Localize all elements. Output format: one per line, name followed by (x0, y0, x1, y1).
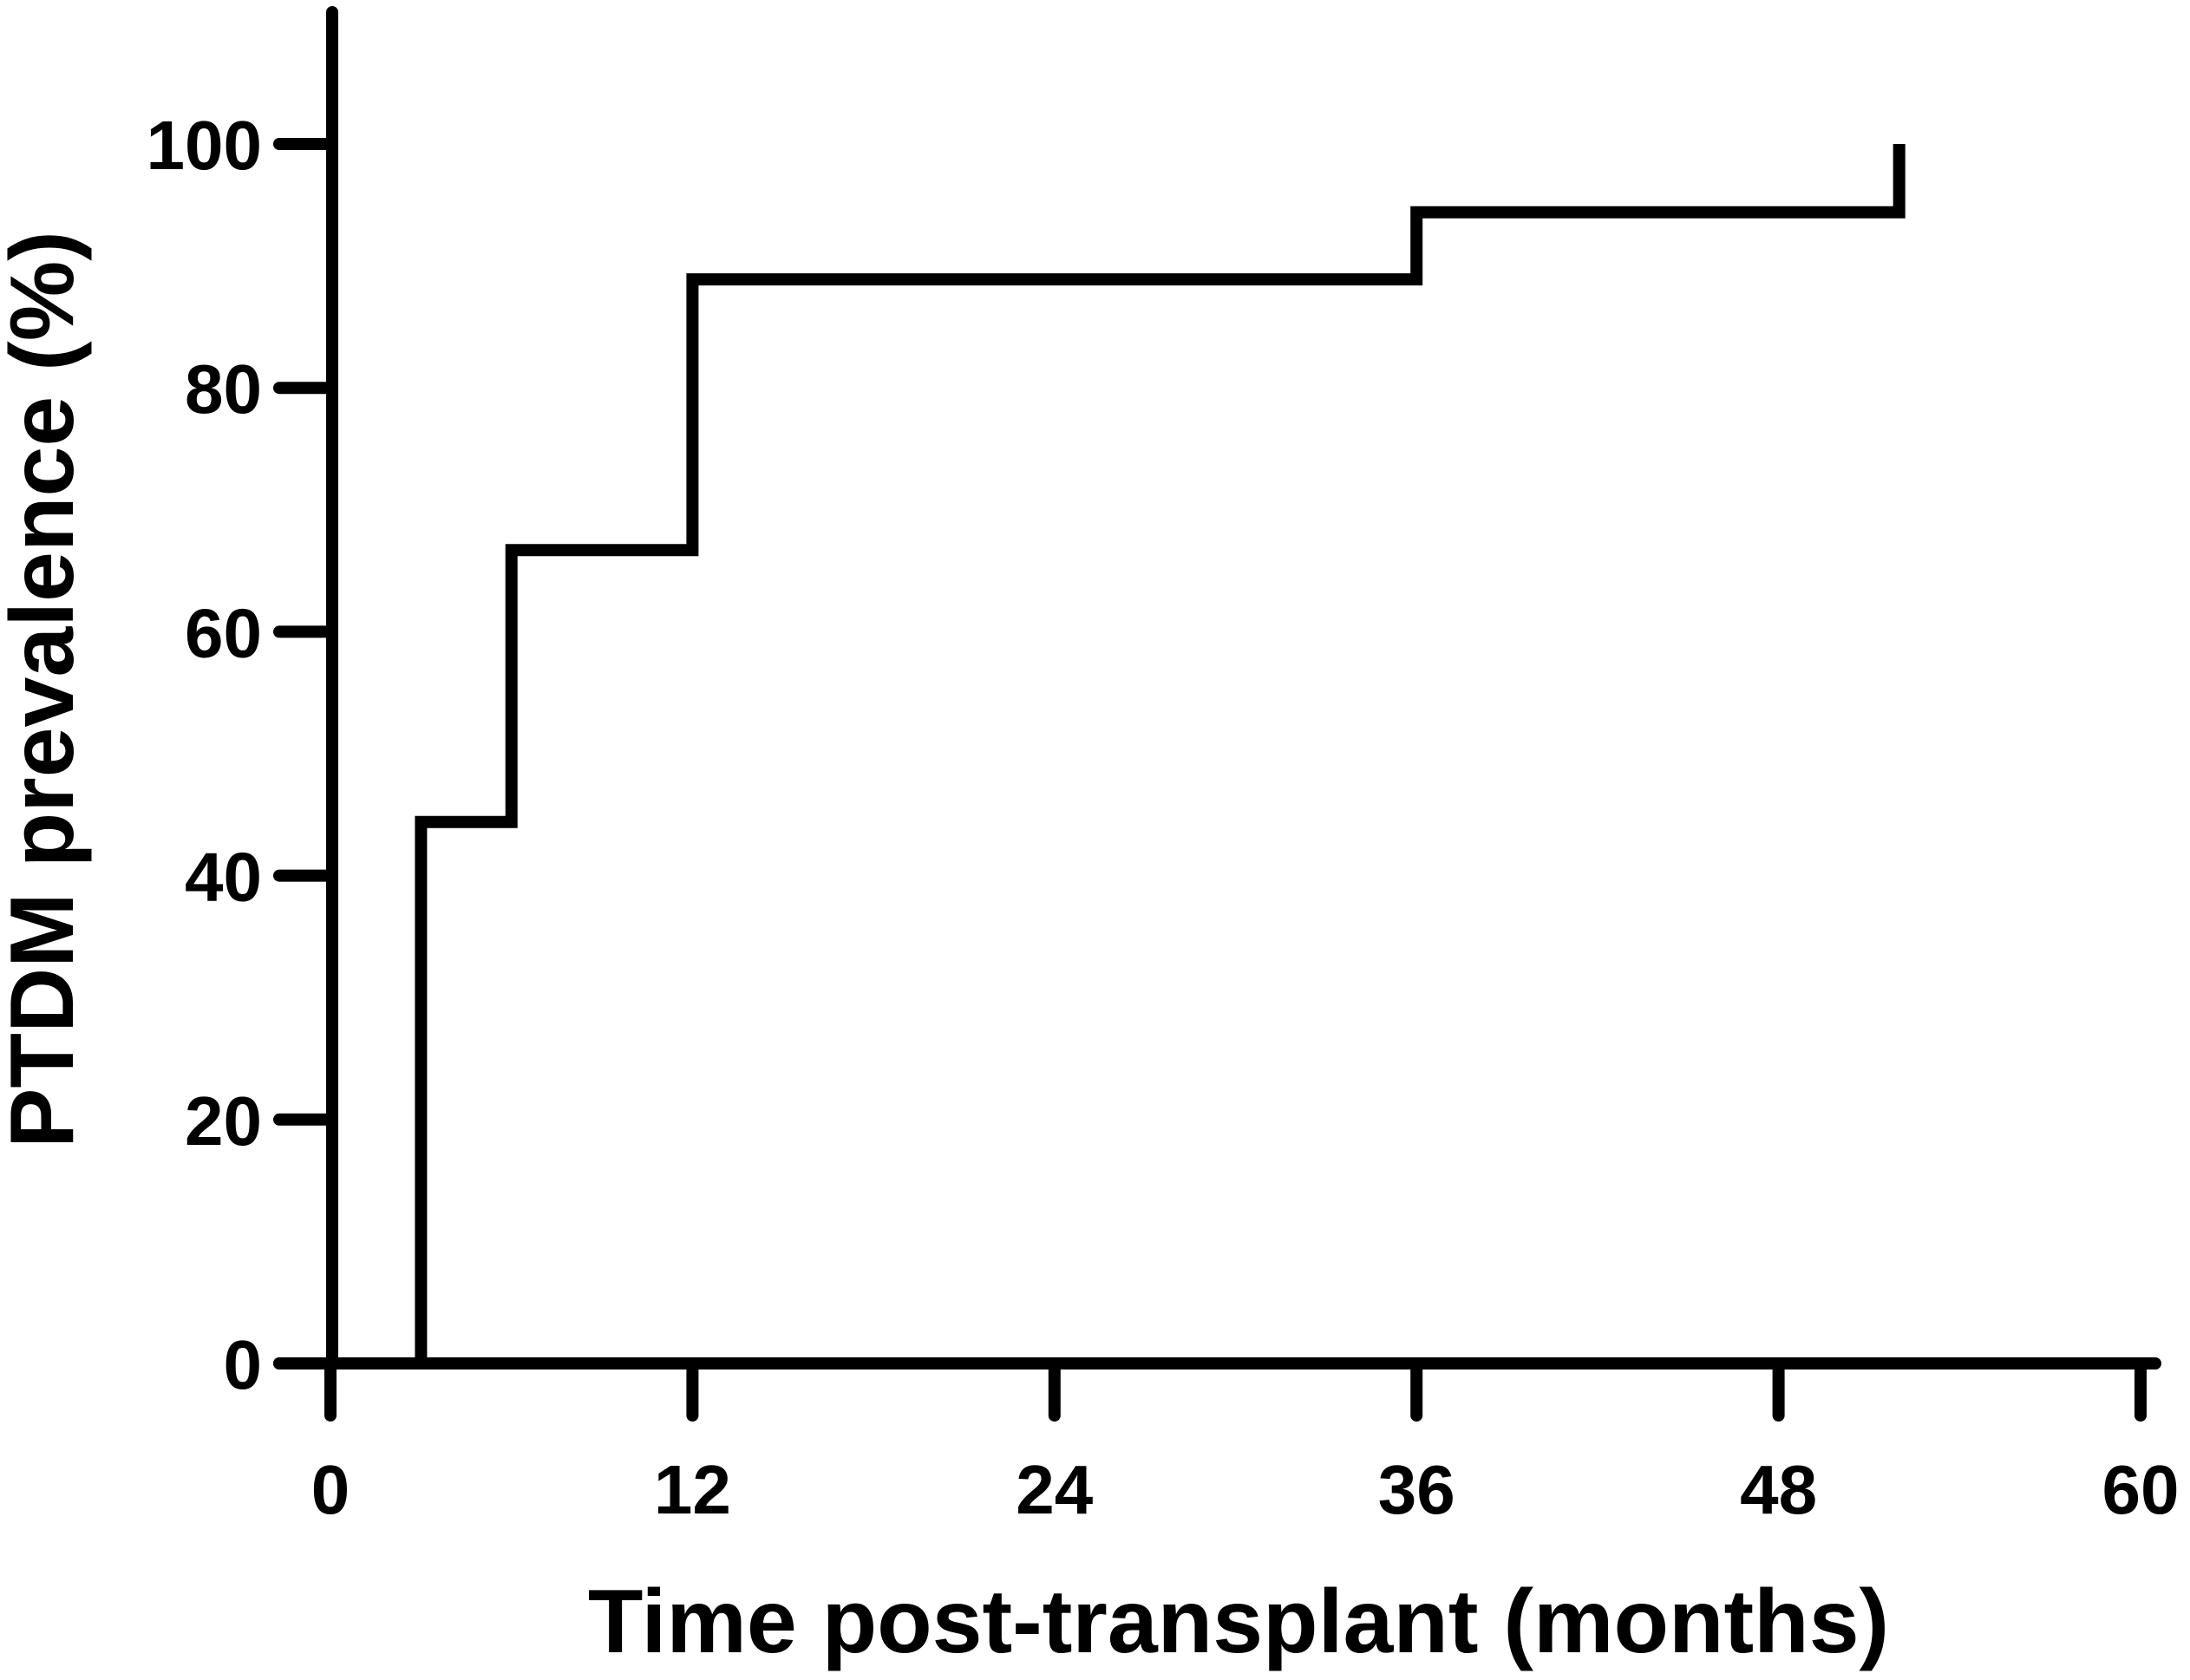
x-tick-label: 36 (1378, 1451, 1455, 1528)
y-tick-label: 60 (185, 594, 262, 671)
x-tick-label: 24 (1016, 1451, 1093, 1528)
y-tick-label: 100 (147, 107, 262, 184)
series-group (330, 144, 1906, 1369)
x-tick-label: 12 (654, 1451, 731, 1528)
series-line (330, 144, 1906, 1369)
x-tick-label: 48 (1740, 1451, 1817, 1528)
y-tick-label: 80 (185, 350, 262, 428)
y-tick-label: 0 (224, 1326, 263, 1403)
x-axis-title: Time post-transplant (months) (588, 1572, 1889, 1672)
y-axis: 0 20 40 60 80 100 (147, 6, 338, 1403)
y-tick-label: 40 (185, 839, 262, 916)
y-axis-title: PTDM prevalence (%) (0, 231, 93, 1148)
y-tick-label: 20 (185, 1082, 262, 1160)
x-tick-label: 60 (2102, 1451, 2180, 1528)
x-axis: 0 12 24 36 48 60 (273, 1357, 2180, 1528)
x-tick-label: 0 (311, 1451, 350, 1528)
